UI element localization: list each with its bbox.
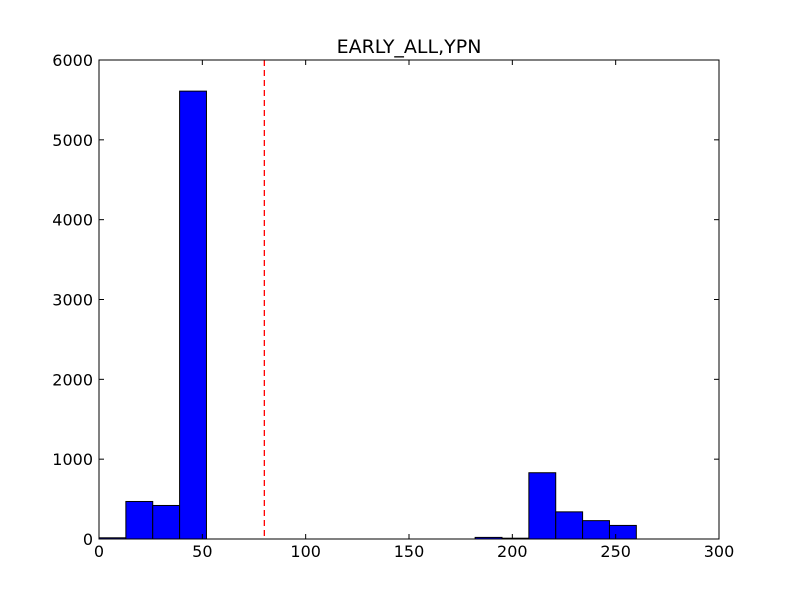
histogram-bar	[152, 504, 181, 540]
histogram-bar	[582, 520, 610, 540]
y-tick-label: 1000	[52, 450, 93, 469]
y-tick-label: 3000	[52, 291, 93, 310]
histogram-bar	[608, 524, 637, 540]
chart-title: EARLY_ALL,YPN	[337, 36, 482, 58]
x-tick-label: 250	[600, 542, 631, 561]
x-tick-label: 100	[290, 542, 321, 561]
y-tick-label: 5000	[52, 131, 93, 150]
y-tick-label: 4000	[52, 211, 93, 230]
histogram-bar	[528, 472, 557, 540]
y-tick-label: 6000	[52, 51, 93, 70]
histogram-bar	[179, 90, 207, 540]
histogram-bar	[125, 500, 154, 540]
x-tick-label: 300	[704, 542, 735, 561]
bars-group	[98, 90, 637, 540]
x-axis-ticks: 0 50 100 150 200 250 300	[94, 60, 734, 561]
y-tick-label: 0	[83, 530, 93, 549]
y-tick-label: 2000	[52, 370, 93, 389]
histogram-bar	[555, 511, 584, 540]
x-tick-label: 50	[192, 542, 212, 561]
x-tick-label: 200	[497, 542, 528, 561]
y-axis-ticks: 0 1000 2000 3000 4000 5000 6000	[52, 51, 719, 549]
x-tick-label: 0	[94, 542, 104, 561]
x-tick-label: 150	[394, 542, 425, 561]
